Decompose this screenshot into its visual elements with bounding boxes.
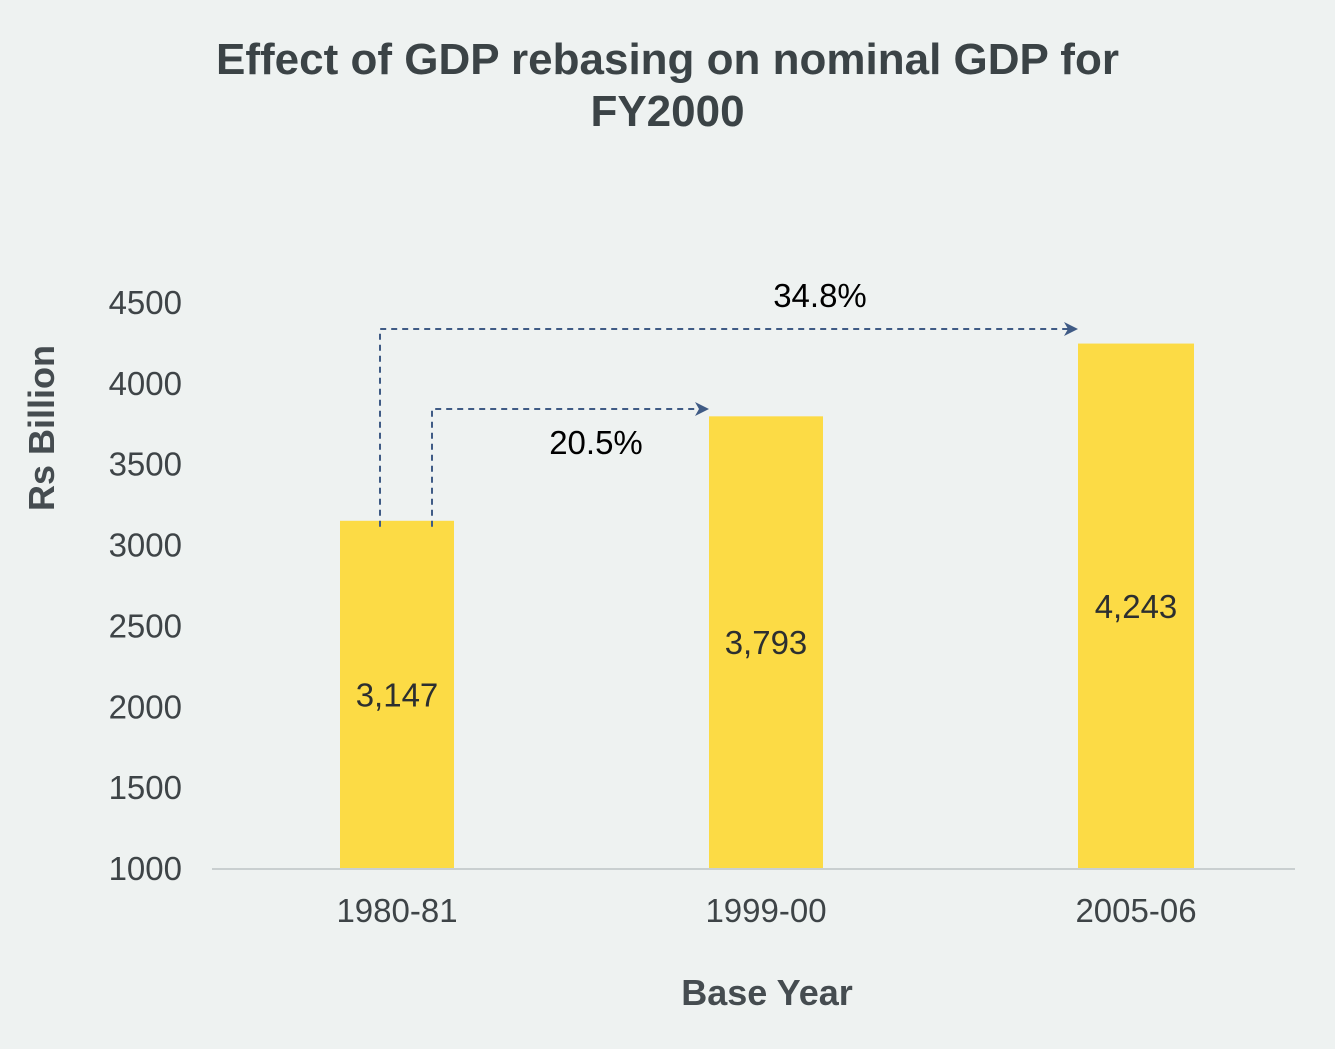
y-tick-label: 4500 — [109, 284, 182, 321]
bar-data-label: 3,147 — [356, 676, 439, 713]
y-axis-title: Rs Billion — [21, 345, 62, 511]
x-tick-label: 1999-00 — [705, 892, 826, 929]
y-tick-label: 1000 — [109, 850, 182, 887]
y-tick-label: 2500 — [109, 607, 182, 644]
bar-2005-06 — [1078, 343, 1194, 869]
y-tick-label: 3000 — [109, 527, 182, 564]
bar-data-label: 4,243 — [1095, 588, 1178, 625]
bar-1999-00 — [709, 416, 823, 868]
growth-arrow — [379, 322, 1078, 527]
growth-annotations: 20.5% 34.8% — [379, 277, 1078, 527]
bars: 3,147 3,793 4,243 — [340, 343, 1194, 869]
growth-arrow — [431, 402, 709, 527]
x-axis-ticks: 1980-81 1999-00 2005-06 — [336, 892, 1196, 929]
growth-annotation-label: 20.5% — [549, 424, 643, 461]
x-axis-title: Base Year — [681, 972, 853, 1013]
x-tick-label: 1980-81 — [336, 892, 457, 929]
y-axis-ticks: 1000 1500 2000 2500 3000 3500 4000 4500 — [109, 284, 182, 887]
chart-title: Effect of GDP rebasing on nominal GDP fo… — [0, 34, 1335, 138]
y-tick-label: 1500 — [109, 769, 182, 806]
bar-data-label: 3,793 — [725, 624, 808, 661]
y-tick-label: 3500 — [109, 446, 182, 483]
x-tick-label: 2005-06 — [1075, 892, 1196, 929]
growth-annotation-label: 34.8% — [773, 277, 867, 314]
chart-title-line-2: FY2000 — [590, 87, 745, 136]
y-tick-label: 2000 — [109, 688, 182, 725]
bar-1980-81 — [340, 520, 454, 868]
chart-title-line-1: Effect of GDP rebasing on nominal GDP fo… — [216, 35, 1119, 84]
y-tick-label: 4000 — [109, 365, 182, 402]
